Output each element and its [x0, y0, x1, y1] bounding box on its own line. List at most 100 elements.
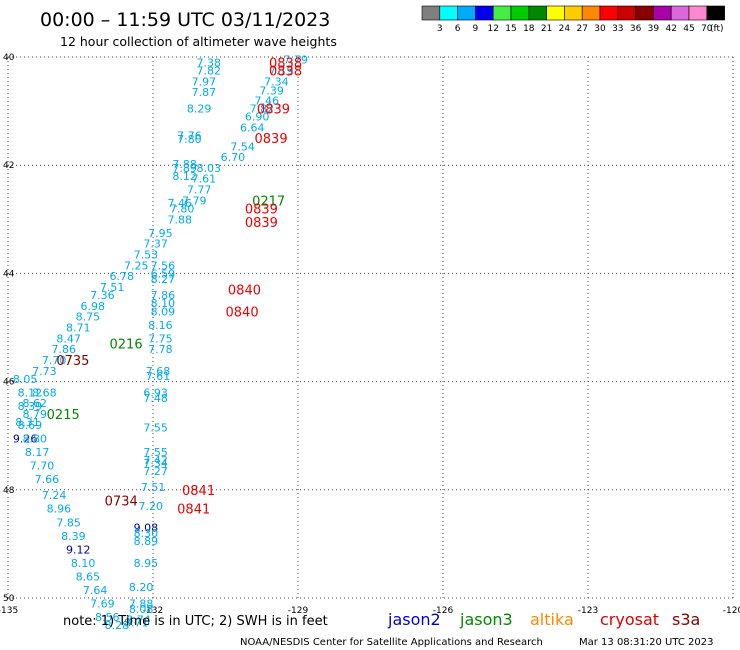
- swh-value-label: 8.69: [18, 419, 42, 432]
- x-tick-label: -132: [143, 606, 163, 616]
- pass-time-label: 0840: [226, 305, 259, 320]
- swh-value-label: 7.61: [146, 370, 171, 383]
- legend-bin-label: 39: [648, 24, 660, 34]
- swh-value-label: 8.68: [32, 386, 57, 399]
- y-tick-label: 40: [3, 53, 15, 63]
- swh-value-label: 8.10: [71, 557, 96, 570]
- swh-value-label: 9.26: [13, 432, 38, 445]
- y-tick-label: 50: [3, 594, 15, 604]
- pass-time-label: 0215: [47, 408, 80, 423]
- swh-value-label: 7.95: [148, 227, 173, 240]
- chart-title: 00:00 – 11:59 UTC 03/11/2023: [40, 9, 330, 31]
- legend-bin-label: 9: [473, 24, 479, 34]
- pass-time-label: 0839: [245, 202, 278, 217]
- swh-value-label: 7.37: [143, 238, 168, 251]
- footer-credit: NOAA/NESDIS Center for Satellite Applica…: [240, 637, 543, 648]
- color-legend: 3 6 9 12 15 18 21 24 27 30 33 36 39 42 45 70: [421, 5, 725, 34]
- swh-value-label: 7.27: [143, 465, 168, 478]
- swh-value-label: 7.68: [146, 365, 171, 378]
- pass-time-label: 0838: [269, 65, 302, 80]
- swh-value-label: 8.31: [15, 416, 40, 429]
- swh-value-label: 7.69: [90, 597, 115, 610]
- swh-value-label: 8.71: [66, 322, 91, 335]
- swh-value-label: 8.39: [61, 530, 86, 543]
- swh-value-label: 7.75: [148, 332, 173, 345]
- swh-value-label: 7.73: [32, 365, 57, 378]
- swh-value-label: 8.96: [47, 503, 72, 516]
- swh-value-label: 9.08: [134, 522, 159, 535]
- legend-swatch: [492, 5, 512, 21]
- swh-value-label: 7.56: [151, 259, 176, 272]
- legend-swatch: [546, 5, 565, 21]
- pass-time-label: 0217: [252, 194, 285, 209]
- legend-swatch: [421, 5, 441, 21]
- swh-value-label: 7.70: [42, 354, 66, 367]
- swh-value-label: 8.74: [126, 614, 150, 627]
- swh-value-label: 8.17: [25, 446, 49, 459]
- swh-value-label: 7.70: [30, 459, 55, 472]
- legend-swatch: [439, 5, 458, 21]
- legend-bin-label: 3: [437, 24, 443, 34]
- legend-bin-label: 18: [523, 24, 535, 34]
- swh-value-label: 7.88: [168, 213, 193, 226]
- satellite-name-cryosat: cryosat: [600, 610, 659, 629]
- swh-value-label: 7.51: [100, 281, 125, 294]
- footer-note: note: 1) Time is in UTC; 2) SWH is in fe…: [63, 614, 328, 629]
- swh-value-label: 7.61: [192, 173, 217, 186]
- x-tick-label: -123: [578, 606, 598, 616]
- swh-value-label: 8.12: [18, 386, 42, 399]
- legend-swatch: [688, 5, 708, 21]
- pass-time-layer: 0838083808390839021708390839084008400216…: [47, 56, 302, 517]
- legend-swatch: [617, 5, 636, 21]
- satellite-name-jason2: jason2: [387, 610, 441, 629]
- swh-value-label: 7.55: [143, 422, 168, 435]
- swh-value-label: 7.64: [83, 584, 108, 597]
- footer-timestamp: Mar 13 08:31:20 UTC 2023: [579, 637, 714, 648]
- swh-value-label: 7.86: [52, 343, 77, 356]
- x-tick-label: -120: [723, 606, 740, 616]
- pass-time-label: 0839: [255, 132, 288, 147]
- swh-values-layer: 7.79 7.38 7.19 7.82 7.34 7.97 7.39 7.87 7.46 8.29…: [13, 54, 308, 632]
- swh-value-label: 8.65: [76, 570, 101, 583]
- pass-time-label: 0839: [245, 216, 278, 231]
- swh-value-label: 7.54: [230, 140, 255, 153]
- legend-swatch: [670, 5, 690, 21]
- legend-bin-label: 30: [594, 24, 606, 34]
- swh-value-label: 7.88: [172, 158, 197, 171]
- legend-unit-label: (ft): [710, 24, 724, 34]
- swh-value-label: 8.10: [151, 297, 176, 310]
- swh-value-label: 8.29: [187, 102, 212, 115]
- swh-value-label: 8.27: [151, 273, 176, 286]
- swh-value-label: 7.80: [177, 133, 202, 146]
- legend-swatch: [599, 5, 619, 21]
- swh-value-label: 6.64: [240, 121, 265, 134]
- swh-value-label: 7.24: [42, 489, 66, 502]
- swh-value-label: 8.20: [129, 581, 154, 594]
- swh-value-label: 8.80: [23, 432, 48, 445]
- swh-value-label: 7.36: [90, 289, 115, 302]
- swh-value-label: 7.34: [143, 457, 168, 470]
- swh-value-label: 7.38: [197, 56, 222, 69]
- x-tick-label: -129: [288, 606, 309, 616]
- swh-value-label: 8.95: [134, 557, 159, 570]
- swh-value-label: 8.30: [134, 527, 159, 540]
- swh-value-label: 7.82: [197, 65, 222, 78]
- swh-value-label: 8.12: [172, 170, 197, 183]
- pass-time-label: 0840: [228, 284, 261, 299]
- swh-value-label: 7.87: [192, 86, 217, 99]
- swh-value-label: 6.98: [81, 300, 106, 313]
- swh-value-label: 8.89: [134, 535, 159, 548]
- legend-swatch: [564, 5, 583, 21]
- satellite-name-altika: altika: [530, 610, 574, 629]
- swh-value-label: 7.89: [172, 162, 197, 175]
- swh-value-label: 7.88: [129, 597, 154, 610]
- legend-swatch: [457, 5, 476, 21]
- legend-bin-label: 70: [701, 24, 713, 34]
- swh-value-label: 7.48: [143, 392, 168, 405]
- legend-swatch: [528, 5, 547, 21]
- swh-value-label: 7.55: [143, 446, 168, 459]
- swh-value-label: 7.76: [177, 129, 202, 142]
- swh-value-label: 8.71: [124, 616, 149, 629]
- legend-bin-label: 24: [559, 24, 571, 34]
